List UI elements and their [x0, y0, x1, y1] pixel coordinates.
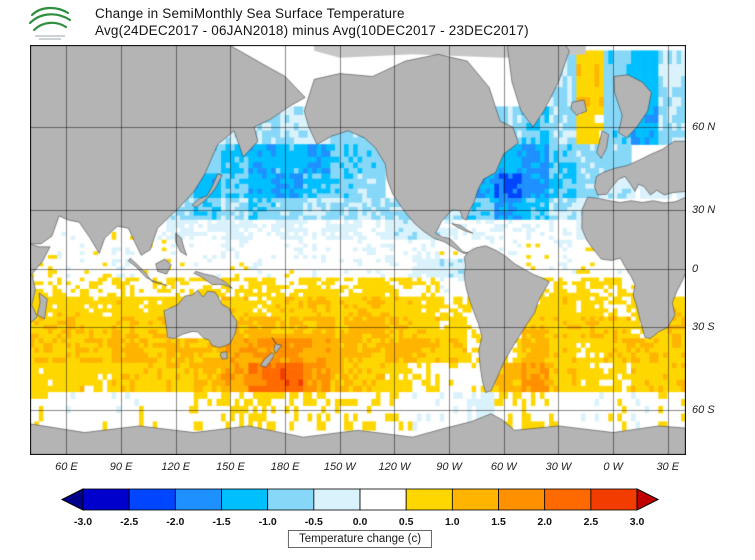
colorbar-segment	[590, 488, 638, 511]
colorbar-tick-label: -2.5	[120, 516, 138, 528]
colorbar-segment	[498, 488, 546, 511]
colorbar-tick-label: 1.5	[491, 516, 506, 528]
colorbar-tick-label: 2.0	[537, 516, 552, 528]
colorbar-segment	[544, 488, 592, 511]
chart-title: Change in SemiMonthly Sea Surface Temper…	[95, 6, 405, 21]
colorbar-segment	[405, 488, 453, 511]
lat-axis-label: 60 N	[692, 121, 716, 134]
lat-axis-label: 30 N	[692, 203, 716, 216]
lat-axis-label: 30 S	[692, 321, 715, 334]
colorbar-tick-label: 1.0	[445, 516, 460, 528]
lon-axis-label: 90 E	[109, 461, 133, 473]
colorbar-segment	[313, 488, 361, 511]
noaa-logo	[28, 6, 72, 40]
lon-axis-label: 120 E	[161, 461, 191, 473]
colorbar-tick-label: -1.5	[212, 516, 230, 528]
lon-axis-label: 30 W	[545, 461, 572, 473]
lon-axis-label: 180 E	[270, 461, 300, 473]
colorbar-arrow-right	[636, 488, 660, 511]
colorbar-tick-label: 0.0	[353, 516, 368, 528]
lon-axis-label: 0 W	[603, 461, 623, 473]
lon-axis-label: 150 W	[323, 461, 356, 473]
colorbar-tick-label: -1.0	[259, 516, 277, 528]
lon-axis-label: 120 W	[378, 461, 411, 473]
colorbar-segment	[82, 488, 130, 511]
colorbar-tick-label: 2.5	[584, 516, 599, 528]
colorbar-segment	[221, 488, 269, 511]
chart-subtitle: Avg(24DEC2017 - 06JAN2018) minus Avg(10D…	[95, 23, 529, 38]
lon-axis-label: 60 W	[490, 461, 517, 473]
lon-axis-label: 30 E	[656, 461, 680, 473]
colorbar-segment	[451, 488, 499, 511]
colorbar: -3.0 -2.5 -2.0 -1.5 -1.0 -0.5 0.0 0.5 1.0 1.5 2.0 2…	[60, 488, 660, 528]
lon-axis-label: 150 E	[216, 461, 245, 473]
lat-axis-label: 0	[692, 262, 699, 275]
colorbar-caption: Temperature change (c)	[287, 530, 433, 548]
lat-axis-label: 60 S	[692, 403, 715, 416]
colorbar-tick-label: 3.0	[630, 516, 645, 528]
colorbar-tick-label: -2.0	[166, 516, 184, 528]
lon-axis-label: 60 E	[55, 461, 78, 473]
colorbar-tick-label: -0.5	[305, 516, 323, 528]
lon-axis-label: 90 W	[436, 461, 462, 473]
sst-anomaly-map	[30, 45, 686, 455]
colorbar-segment	[128, 488, 176, 511]
colorbar-arrow-left	[60, 488, 84, 511]
colorbar-segment	[267, 488, 315, 511]
colorbar-tick-label: 0.5	[399, 516, 414, 528]
colorbar-tick-label: -3.0	[74, 516, 92, 528]
colorbar-segment	[359, 488, 407, 511]
colorbar-segment	[174, 488, 222, 511]
